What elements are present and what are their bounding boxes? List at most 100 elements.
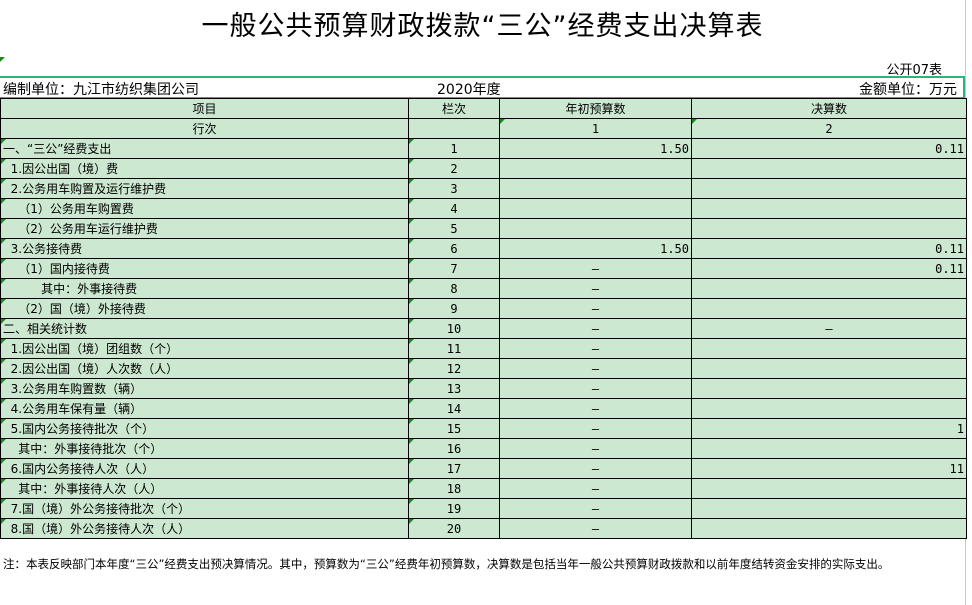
table-row: 2.因公出国（境）人次数（人） 12– bbox=[0, 358, 967, 379]
cell-row-no[interactable]: 8 bbox=[408, 278, 500, 299]
cell-final[interactable] bbox=[691, 338, 967, 359]
cell-item[interactable]: （1）公务用车购置费 bbox=[0, 198, 409, 219]
cell-item[interactable]: 8.国（境）外公务接待人次（人） bbox=[0, 518, 409, 539]
cell-row-no[interactable]: 20 bbox=[408, 518, 500, 539]
cell-budget[interactable]: – bbox=[499, 458, 692, 479]
cell-budget[interactable]: – bbox=[499, 478, 692, 499]
header-budget-no: 1 bbox=[499, 118, 692, 139]
cell-budget[interactable]: 1.50 bbox=[499, 238, 692, 259]
cell-budget[interactable] bbox=[499, 158, 692, 179]
cell-item[interactable]: 7.国（境）外公务接待批次（个） bbox=[0, 498, 409, 519]
cell-row-no[interactable]: 6 bbox=[408, 238, 500, 259]
cell-item[interactable]: （1）国内接待费 bbox=[0, 258, 409, 279]
cell-final[interactable]: 0.11 bbox=[691, 238, 967, 259]
cell-budget[interactable] bbox=[499, 218, 692, 239]
table-row: 8.国（境）外公务接待人次（人） 20– bbox=[0, 518, 967, 539]
cell-item[interactable]: 二、相关统计数 bbox=[0, 318, 409, 339]
cell-item[interactable]: 其中：外事接待批次（个） bbox=[0, 438, 409, 459]
cell-final[interactable] bbox=[691, 158, 967, 179]
cell-final[interactable] bbox=[691, 358, 967, 379]
cell-final[interactable]: 0.11 bbox=[691, 138, 967, 159]
cell-budget[interactable]: – bbox=[499, 318, 692, 339]
cell-row-no[interactable]: 12 bbox=[408, 358, 500, 379]
cell-item[interactable]: 3.公务接待费 bbox=[0, 238, 409, 259]
cell-final[interactable]: – bbox=[691, 318, 967, 339]
table-row: 3.公务接待费 6 1.50 0.11 bbox=[0, 238, 967, 259]
cell-budget[interactable] bbox=[499, 178, 692, 199]
cell-item[interactable]: 3.公务用车购置数（辆） bbox=[0, 378, 409, 399]
header-empty bbox=[408, 118, 500, 139]
cell-item[interactable]: 2.公务用车购置及运行维护费 bbox=[0, 178, 409, 199]
cell-final[interactable] bbox=[691, 438, 967, 459]
cell-row-no[interactable]: 15 bbox=[408, 418, 500, 439]
cell-budget[interactable]: – bbox=[499, 298, 692, 319]
cell-item[interactable]: 6.国内公务接待人次（人） bbox=[0, 458, 409, 479]
cell-budget[interactable]: – bbox=[499, 258, 692, 279]
cell-final[interactable] bbox=[691, 198, 967, 219]
cell-item[interactable]: （2）国（境）外接待费 bbox=[0, 298, 409, 319]
table-row: 1.因公出国（境）费 2 bbox=[0, 158, 967, 179]
cell-final[interactable] bbox=[691, 378, 967, 399]
cell-item[interactable]: 其中：外事接待费 bbox=[0, 278, 409, 299]
cell-final[interactable] bbox=[691, 218, 967, 239]
cell-final[interactable] bbox=[691, 478, 967, 499]
table-row: （1）国内接待费 7–0.11 bbox=[0, 258, 967, 279]
cell-budget[interactable]: – bbox=[499, 358, 692, 379]
header-budget: 年初预算数 bbox=[499, 98, 692, 119]
table-row: （2）公务用车运行维护费 5 bbox=[0, 218, 967, 239]
cell-row-no[interactable]: 1 bbox=[408, 138, 500, 159]
selected-info-row[interactable]: 编制单位：九江市纺织集团公司 2020年度 金额单位：万元 bbox=[0, 76, 965, 99]
cell-final[interactable] bbox=[691, 518, 967, 539]
sheet-number: 公开07表 bbox=[886, 63, 942, 78]
cell-row-no[interactable]: 2 bbox=[408, 158, 500, 179]
cell-final[interactable] bbox=[691, 298, 967, 319]
cell-item[interactable]: 一、“三公”经费支出 bbox=[0, 138, 409, 159]
cell-budget[interactable]: – bbox=[499, 438, 692, 459]
cell-budget[interactable]: 1.50 bbox=[499, 138, 692, 159]
cell-final[interactable] bbox=[691, 398, 967, 419]
cell-budget[interactable] bbox=[499, 198, 692, 219]
cell-row-no[interactable]: 7 bbox=[408, 258, 500, 279]
cell-final[interactable]: 0.11 bbox=[691, 258, 967, 279]
cell-final[interactable] bbox=[691, 498, 967, 519]
cell-budget[interactable]: – bbox=[499, 278, 692, 299]
cell-row-no[interactable]: 5 bbox=[408, 218, 500, 239]
cell-row-no[interactable]: 18 bbox=[408, 478, 500, 499]
cell-row-no[interactable]: 19 bbox=[408, 498, 500, 519]
cell-item[interactable]: （2）公务用车运行维护费 bbox=[0, 218, 409, 239]
expense-table: 项目 栏次 年初预算数 决算数 行次 1 2 一、“三公”经费支出 1 1.50 0.… bbox=[0, 98, 967, 539]
cell-row-no[interactable]: 3 bbox=[408, 178, 500, 199]
table-row: 一、“三公”经费支出 1 1.50 0.11 bbox=[0, 138, 967, 159]
cell-item[interactable]: 2.因公出国（境）人次数（人） bbox=[0, 358, 409, 379]
table-row: 6.国内公务接待人次（人） 17–11 bbox=[0, 458, 967, 479]
cell-item[interactable]: 1.因公出国（境）费 bbox=[0, 158, 409, 179]
cell-item[interactable]: 1.因公出国（境）团组数（个） bbox=[0, 338, 409, 359]
cell-row-no[interactable]: 10 bbox=[408, 318, 500, 339]
cell-row-no[interactable]: 4 bbox=[408, 198, 500, 219]
cell-item[interactable]: 4.公务用车保有量（辆） bbox=[0, 398, 409, 419]
cell-budget[interactable]: – bbox=[499, 398, 692, 419]
cell-budget[interactable]: – bbox=[499, 338, 692, 359]
cell-row-no[interactable]: 9 bbox=[408, 298, 500, 319]
table-row: 二、相关统计数 10– – bbox=[0, 318, 967, 339]
table-row: 5.国内公务接待批次（个） 15–1 bbox=[0, 418, 967, 439]
cell-row-no[interactable]: 14 bbox=[408, 398, 500, 419]
cell-budget[interactable]: – bbox=[499, 418, 692, 439]
cell-item[interactable]: 其中：外事接待人次（人） bbox=[0, 478, 409, 499]
cell-budget[interactable]: – bbox=[499, 518, 692, 539]
cell-final[interactable]: 1 bbox=[691, 418, 967, 439]
cell-row-no[interactable]: 17 bbox=[408, 458, 500, 479]
cell-row-no[interactable]: 11 bbox=[408, 338, 500, 359]
header-row-index: 行次 1 2 bbox=[0, 118, 967, 139]
cell-row-no[interactable]: 16 bbox=[408, 438, 500, 459]
cell-item[interactable]: 5.国内公务接待批次（个） bbox=[0, 418, 409, 439]
table-row: 3.公务用车购置数（辆） 13– bbox=[0, 378, 967, 399]
header-final-no: 2 bbox=[691, 118, 967, 139]
cell-final[interactable]: 11 bbox=[691, 458, 967, 479]
cell-row-no[interactable]: 13 bbox=[408, 378, 500, 399]
cell-final[interactable] bbox=[691, 178, 967, 199]
cell-final[interactable] bbox=[691, 278, 967, 299]
cell-budget[interactable]: – bbox=[499, 498, 692, 519]
table-row: 4.公务用车保有量（辆） 14– bbox=[0, 398, 967, 419]
cell-budget[interactable]: – bbox=[499, 378, 692, 399]
